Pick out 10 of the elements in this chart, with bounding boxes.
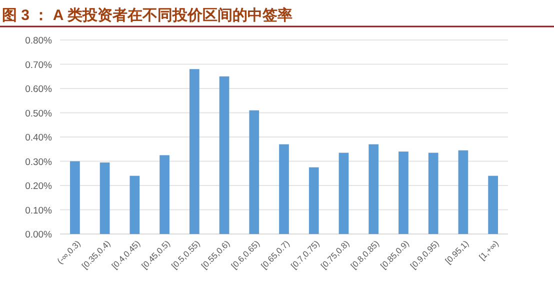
y-tick-label: 0.20% <box>25 181 53 192</box>
y-tick-label: 0.50% <box>25 108 53 120</box>
y-tick-label: 0.60% <box>25 84 53 95</box>
y-tick-label: 0.80% <box>25 36 53 46</box>
y-tick-label: 0.10% <box>25 205 53 216</box>
title: 图 3 ： A 类投资者在不同投价区间的中签率 <box>2 7 292 24</box>
y-tick-label: 0.70% <box>25 60 53 71</box>
y-tick-label: 0.30% <box>25 156 53 168</box>
y-tick-label: 0.40% <box>25 132 53 144</box>
y-tick-label: 0.00% <box>25 230 53 240</box>
